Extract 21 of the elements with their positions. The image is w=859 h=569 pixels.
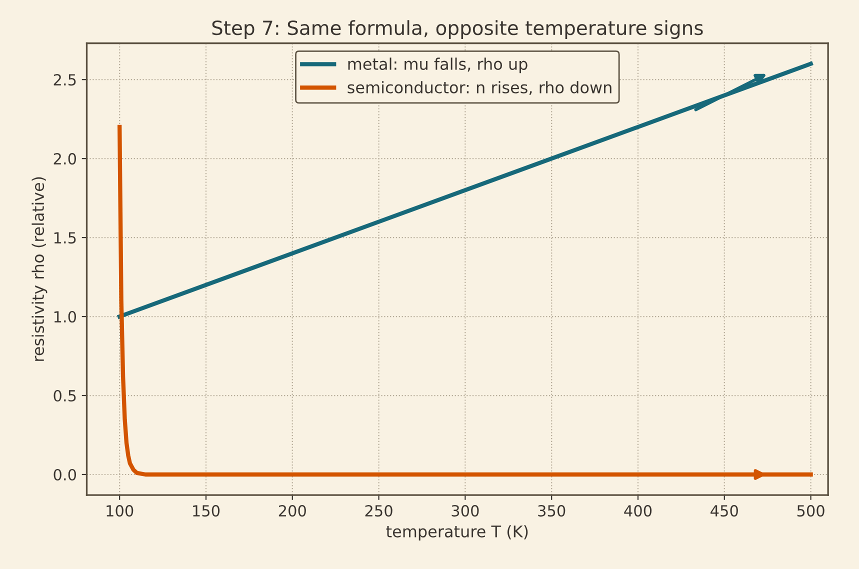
x-tick-label: 450 — [710, 505, 738, 517]
x-tick-label: 350 — [538, 505, 566, 517]
x-tick-label: 100 — [106, 505, 134, 517]
x-tick-label: 500 — [797, 505, 824, 517]
legend-label: metal: mu falls, rho up — [348, 58, 528, 74]
x-axis-title: temperature T (K) — [386, 525, 528, 541]
chart-title: Step 7: Same formula, opposite temperature signs — [212, 20, 703, 39]
legend-label: semiconductor: n rises, rho down — [348, 81, 612, 96]
y-tick-label: 0.5 — [54, 390, 76, 402]
line-series — [118, 124, 813, 477]
y-tick-label: 2.5 — [54, 74, 76, 86]
y-tick-label: 1.5 — [54, 232, 76, 244]
x-tick-label: 400 — [624, 505, 652, 517]
y-tick-label: 2.0 — [54, 153, 76, 165]
y-tick-label: 1.0 — [54, 310, 76, 323]
x-tick-label: 200 — [278, 505, 306, 517]
x-tick-label: 150 — [193, 505, 220, 517]
x-tick-label: 250 — [365, 505, 392, 517]
y-axis-title: resistivity rho (relative) — [32, 177, 48, 361]
x-tick-label: 300 — [452, 505, 479, 517]
y-tick-label: 0.0 — [54, 468, 76, 481]
